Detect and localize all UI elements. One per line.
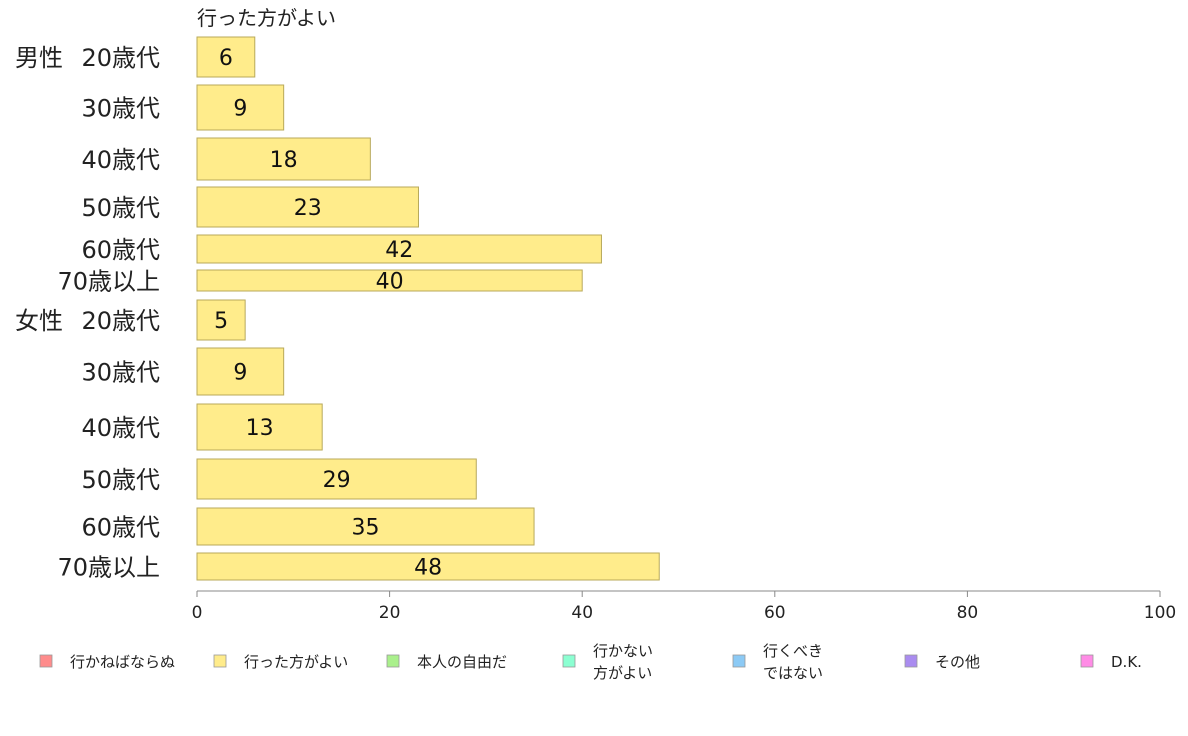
bars-layer: 620歳代男性930歳代1840歳代2350歳代4260歳代4070歳以上520… [15, 36, 660, 582]
legend-swatch [39, 654, 53, 668]
value-label: 5 [214, 309, 228, 334]
bar [196, 458, 477, 500]
value-label: 29 [323, 468, 351, 493]
category-label: 30歳代 [81, 95, 160, 123]
value-label: 35 [352, 516, 380, 541]
legend-label: D.K. [1111, 653, 1142, 671]
bar [196, 234, 602, 264]
category-label: 30歳代 [81, 359, 160, 387]
legend-label: 行かない [593, 642, 653, 660]
category-label: 70歳以上 [57, 554, 160, 582]
legend-swatch [386, 654, 400, 668]
bar [196, 269, 583, 292]
category-label: 50歳代 [81, 466, 160, 494]
category-label: 50歳代 [81, 194, 160, 222]
legend-item: D.K. [1080, 653, 1142, 671]
legend-swatch [213, 654, 227, 668]
value-label: 18 [270, 148, 298, 173]
bar [196, 84, 285, 131]
legend-swatch [732, 654, 746, 668]
group-label: 男性 [15, 44, 63, 72]
value-label: 48 [414, 556, 442, 581]
legend-swatch [1080, 654, 1094, 668]
value-label: 40 [376, 270, 404, 295]
series-label: 行った方がよい [197, 6, 336, 30]
bar [196, 552, 660, 581]
category-label: 20歳代 [81, 307, 160, 335]
group-label: 女性 [15, 307, 63, 335]
legend-swatch [904, 654, 918, 668]
legend-item: 行かねばならぬ [39, 653, 175, 671]
value-label: 13 [246, 416, 274, 441]
category-label: 60歳代 [81, 236, 160, 264]
x-tick-label: 100 [1144, 603, 1176, 623]
x-axis: 0 20 40 60 80 100 [192, 590, 1176, 623]
x-tick-label: 40 [571, 603, 593, 623]
legend-item: 本人の自由だ [386, 653, 507, 671]
legend-label: 行くべき [763, 642, 823, 660]
value-label: 9 [233, 361, 247, 386]
category-label: 40歳代 [81, 414, 160, 442]
bar [196, 507, 535, 546]
value-label: 23 [294, 196, 322, 221]
category-label: 20歳代 [81, 44, 160, 72]
category-label: 40歳代 [81, 146, 160, 174]
x-tick-label: 0 [192, 603, 203, 623]
x-tick-label: 60 [764, 603, 786, 623]
category-label: 60歳代 [81, 514, 160, 542]
legend-item: 行った方がよい [213, 653, 348, 671]
value-label: 6 [219, 46, 233, 71]
legend-label: 行った方がよい [244, 653, 348, 671]
bar [196, 299, 246, 341]
legend-item: その他 [904, 653, 980, 671]
legend-swatch [562, 654, 576, 668]
legend-label: ではない [763, 664, 823, 682]
category-label: 70歳以上 [57, 268, 160, 296]
bar [196, 347, 285, 396]
bar [196, 137, 371, 181]
legend-label: その他 [935, 653, 980, 671]
legend-label: 方がよい [593, 664, 652, 682]
legend-label: 行かねばならぬ [70, 653, 175, 671]
bar [196, 403, 323, 451]
bar [196, 36, 256, 78]
bar [196, 186, 419, 228]
value-label: 9 [233, 97, 247, 122]
legend-label: 本人の自由だ [417, 653, 507, 671]
x-tick-label: 20 [379, 603, 401, 623]
x-tick-label: 80 [957, 603, 979, 623]
value-label: 42 [385, 238, 413, 263]
